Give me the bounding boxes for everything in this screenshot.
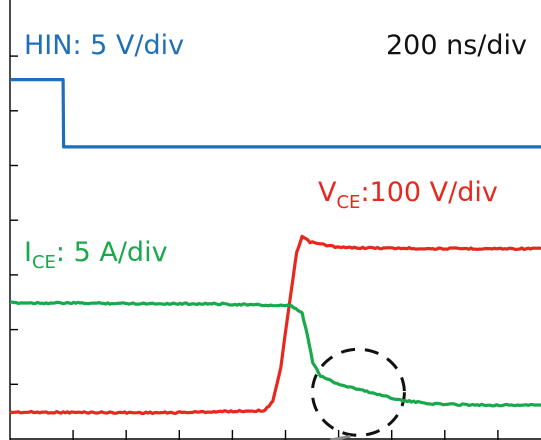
hin-scale-label: HIN: 5 V/div <box>24 30 184 61</box>
tail-current-annotation-ellipse <box>310 347 406 437</box>
hin-trace <box>10 78 541 149</box>
timebase-label: 200 ns/div <box>386 30 527 61</box>
annotation-pointer-line <box>330 434 351 440</box>
ice-label-main: I <box>24 237 32 268</box>
ice-label-scale: : 5 A/div <box>56 237 168 268</box>
ice-scale-label: ICE: 5 A/div <box>24 237 168 273</box>
ice-label-subscript: CE <box>32 252 56 273</box>
vce-trace <box>9 234 541 416</box>
ice-trace <box>9 300 541 408</box>
vce-label-subscript: CE <box>336 192 360 213</box>
plot-frame <box>9 0 541 440</box>
vce-label-scale: :100 V/div <box>360 177 497 208</box>
vce-label-main: V <box>318 177 337 208</box>
vce-scale-label: VCE:100 V/div <box>318 177 498 213</box>
division-ticks <box>10 55 499 440</box>
